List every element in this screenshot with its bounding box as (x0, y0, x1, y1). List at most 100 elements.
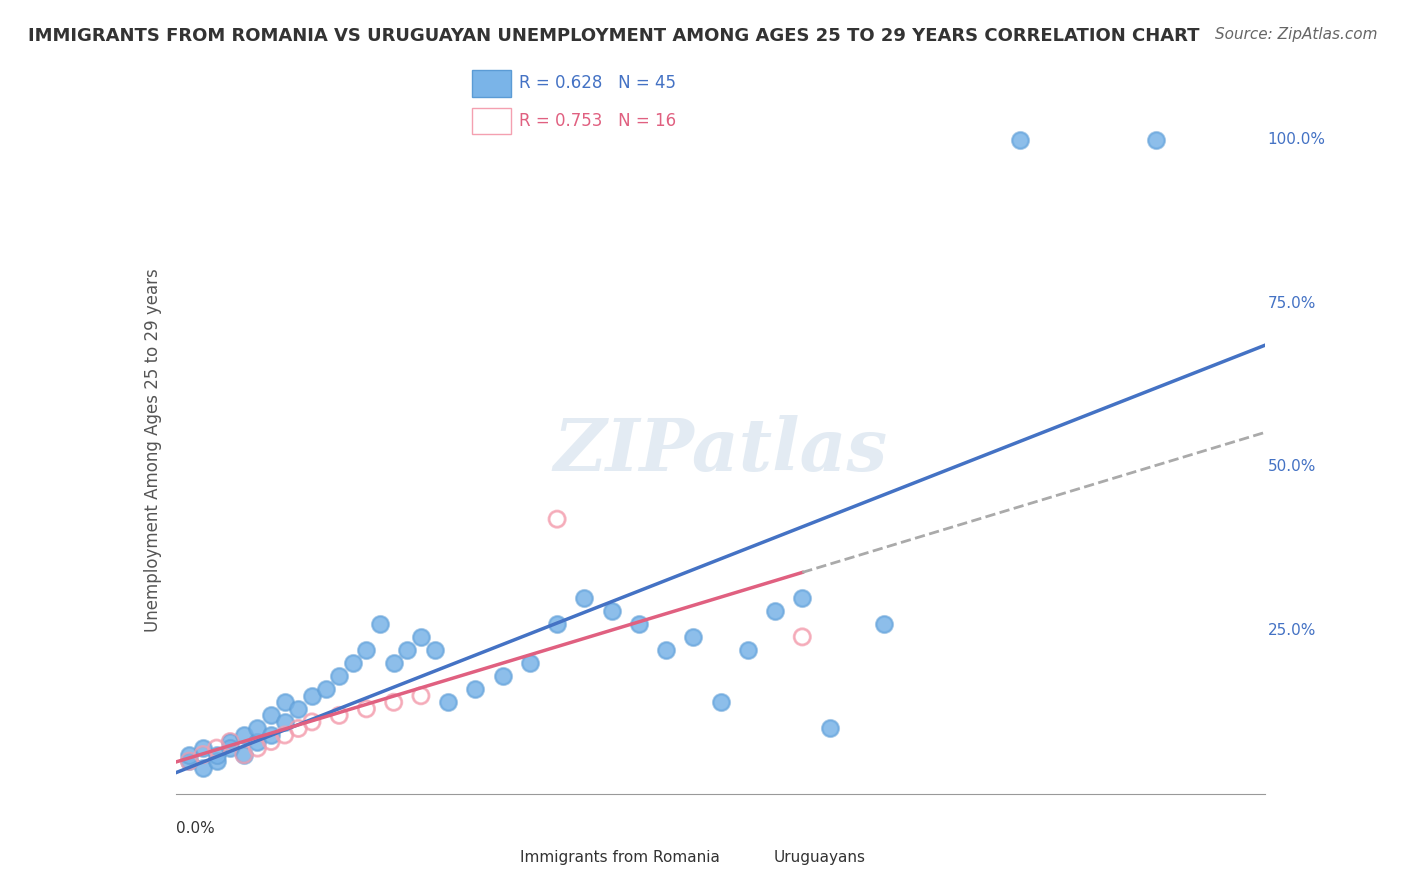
Point (219, 741, 242, 756)
Point (328, 708, 350, 723)
Text: 0.0%: 0.0% (176, 822, 215, 837)
Point (792, 630, 814, 644)
Point (274, 714, 297, 729)
Point (519, 656, 541, 670)
Text: Source: ZipAtlas.com: Source: ZipAtlas.com (1215, 27, 1378, 42)
Point (368, 616, 391, 631)
Point (219, 734, 242, 748)
Point (423, 643, 446, 657)
Point (260, 728, 283, 742)
Point (274, 695, 297, 709)
Point (546, 512, 568, 526)
Point (179, 747, 201, 762)
Point (546, 616, 568, 631)
Point (382, 695, 405, 709)
Point (301, 714, 323, 729)
Point (763, 604, 786, 618)
Point (287, 702, 309, 716)
Point (260, 708, 283, 723)
Text: IMMIGRANTS FROM ROMANIA VS URUGUAYAN UNEMPLOYMENT AMONG AGES 25 TO 29 YEARS CORR: IMMIGRANTS FROM ROMANIA VS URUGUAYAN UNE… (28, 27, 1199, 45)
Point (232, 747, 254, 762)
Point (274, 695, 297, 709)
Point (191, 741, 214, 756)
Point (409, 630, 432, 644)
Point (356, 702, 378, 716)
Text: 100.0%: 100.0% (1268, 132, 1326, 147)
Point (246, 722, 269, 736)
Point (818, 722, 841, 736)
Point (492, 669, 515, 683)
Point (301, 689, 323, 703)
Point (179, 754, 201, 768)
Point (682, 630, 704, 644)
Point (437, 695, 460, 709)
Text: Uruguayans: Uruguayans (773, 850, 865, 865)
Point (179, 747, 201, 762)
Point (301, 714, 323, 729)
Point (274, 728, 297, 742)
Point (655, 643, 678, 657)
Point (1010, 133, 1032, 147)
Point (205, 747, 228, 762)
Point (191, 761, 214, 775)
Point (423, 643, 446, 657)
Bar (472, 70, 512, 96)
Point (1010, 133, 1032, 147)
Point (246, 741, 269, 756)
Point (232, 728, 254, 742)
Point (260, 734, 283, 748)
Point (464, 682, 486, 697)
Point (274, 714, 297, 729)
Point (437, 695, 460, 709)
Point (328, 669, 350, 683)
Point (1144, 133, 1167, 147)
Point (356, 702, 378, 716)
Point (546, 616, 568, 631)
Point (356, 643, 378, 657)
Text: 75.0%: 75.0% (1268, 296, 1316, 310)
Point (328, 669, 350, 683)
Point (600, 604, 623, 618)
Text: 25.0%: 25.0% (1268, 623, 1316, 638)
Point (191, 741, 214, 756)
Point (382, 656, 405, 670)
Point (287, 702, 309, 716)
Point (792, 591, 814, 605)
Point (219, 734, 242, 748)
Point (396, 643, 419, 657)
Point (246, 734, 269, 748)
Point (600, 604, 623, 618)
Point (464, 682, 486, 697)
Text: 50.0%: 50.0% (1268, 459, 1316, 475)
Point (627, 616, 650, 631)
Bar (472, 108, 512, 135)
Point (873, 616, 896, 631)
Point (315, 682, 337, 697)
Point (232, 747, 254, 762)
Point (179, 754, 201, 768)
Point (818, 722, 841, 736)
Point (873, 616, 896, 631)
Point (260, 728, 283, 742)
Point (232, 747, 254, 762)
Point (179, 754, 201, 768)
Point (382, 695, 405, 709)
Point (792, 591, 814, 605)
Point (1144, 133, 1167, 147)
Point (287, 722, 309, 736)
Point (682, 630, 704, 644)
Point (710, 695, 733, 709)
Point (627, 616, 650, 631)
Point (492, 669, 515, 683)
Text: R = 0.753   N = 16: R = 0.753 N = 16 (519, 112, 676, 130)
Point (710, 695, 733, 709)
Point (792, 630, 814, 644)
Point (191, 747, 214, 762)
Point (246, 722, 269, 736)
Point (574, 591, 596, 605)
Point (574, 591, 596, 605)
Point (368, 616, 391, 631)
Point (260, 734, 283, 748)
Point (260, 708, 283, 723)
Point (409, 630, 432, 644)
